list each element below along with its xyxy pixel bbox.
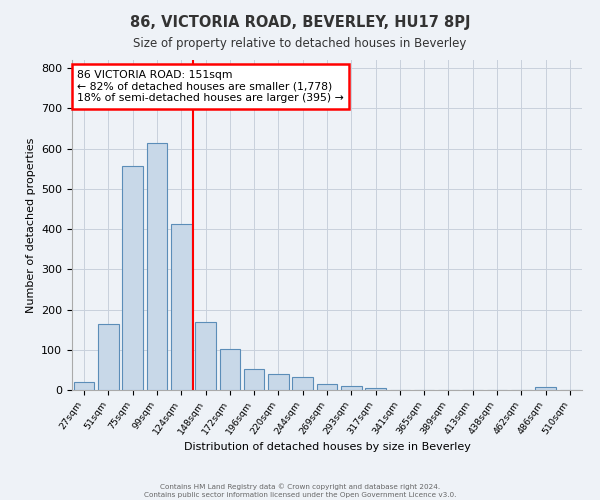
Bar [535,387,556,390]
Text: 86 VICTORIA ROAD: 151sqm
← 82% of detached houses are smaller (1,778)
18% of sem: 86 VICTORIA ROAD: 151sqm ← 82% of detach… [77,70,344,103]
Bar [146,143,167,390]
Text: 86, VICTORIA ROAD, BEVERLEY, HU17 8PJ: 86, VICTORIA ROAD, BEVERLEY, HU17 8PJ [130,15,470,30]
Text: Contains HM Land Registry data © Crown copyright and database right 2024.
Contai: Contains HM Land Registry data © Crown c… [144,484,456,498]
Bar [74,382,94,390]
Text: Size of property relative to detached houses in Beverley: Size of property relative to detached ho… [133,38,467,51]
Bar [292,377,313,390]
Bar [365,388,386,390]
Bar [317,384,337,390]
Bar [268,374,289,390]
Bar [220,348,240,390]
Bar [195,322,216,390]
Bar [244,370,265,390]
Bar [171,224,191,390]
X-axis label: Distribution of detached houses by size in Beverley: Distribution of detached houses by size … [184,442,470,452]
Y-axis label: Number of detached properties: Number of detached properties [26,138,35,312]
Bar [122,166,143,390]
Bar [341,386,362,390]
Bar [98,324,119,390]
